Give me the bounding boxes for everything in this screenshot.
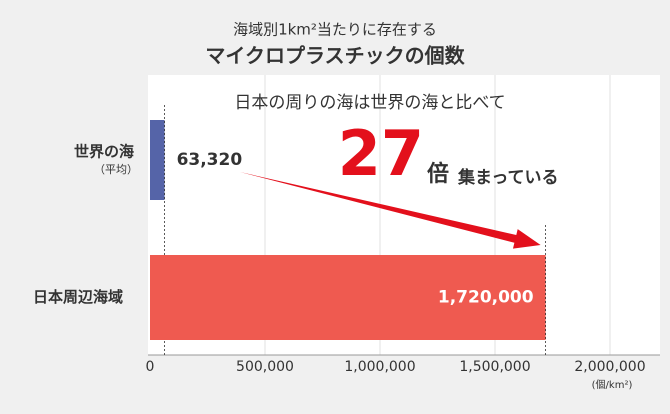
arrow xyxy=(240,172,541,249)
x-tick-label: 0 xyxy=(146,359,155,375)
annotation-ratio-unit: 倍 xyxy=(427,161,449,187)
annotation-ratio: 27 xyxy=(338,117,424,190)
value-label: 63,320 xyxy=(177,150,243,170)
x-tick-label: 2,000,000 xyxy=(574,359,645,375)
y-tick-label: 世界の海 xyxy=(74,143,134,161)
x-tick-label: 1,500,000 xyxy=(459,359,530,375)
chart-subtitle: 海域別1km²当たりに存在する xyxy=(233,21,437,39)
y-tick-sublabel: （平均） xyxy=(94,163,138,176)
value-label: 1,720,000 xyxy=(438,288,534,308)
x-tick-label: 1,000,000 xyxy=(344,359,415,375)
bar xyxy=(150,255,546,340)
y-tick-label: 日本周辺海域 xyxy=(33,288,123,306)
bar xyxy=(150,120,165,200)
annotation-suffix: 集まっている xyxy=(457,167,558,188)
x-unit: (個/km²) xyxy=(592,378,633,391)
x-tick-label: 500,000 xyxy=(236,359,294,375)
chart-title: マイクロプラスチックの個数 xyxy=(205,44,465,68)
annotation-text: 日本の周りの海は世界の海と比べて xyxy=(234,93,505,113)
